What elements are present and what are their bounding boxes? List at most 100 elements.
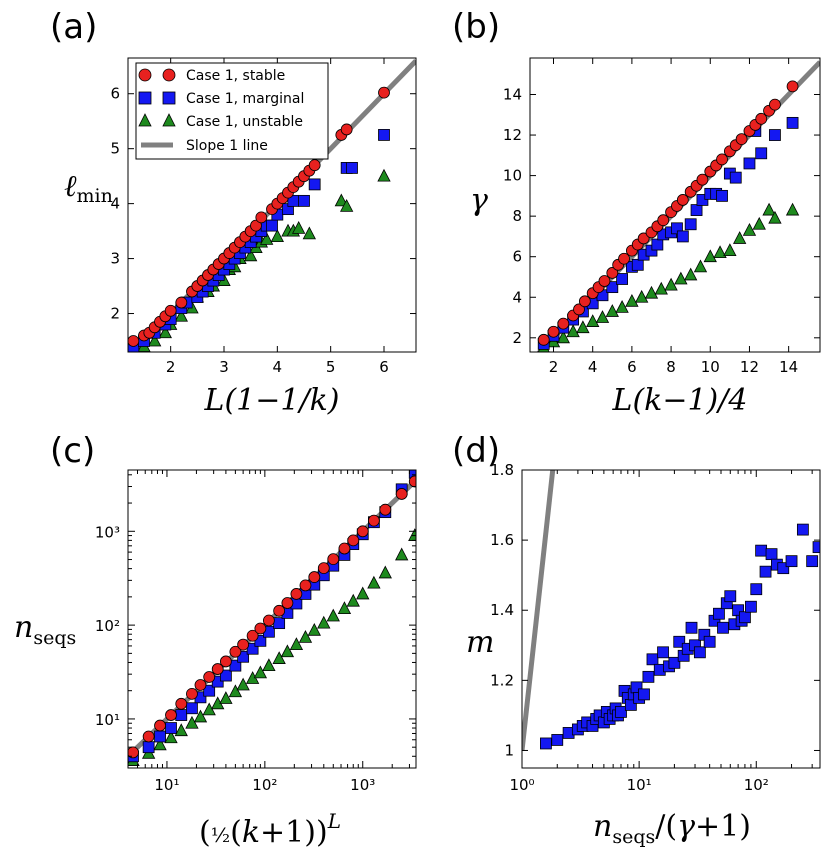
point-marginal — [755, 147, 768, 160]
point-unstable — [337, 601, 352, 614]
point-unstable — [615, 300, 629, 313]
y-tick-label: 1.4 — [490, 601, 514, 619]
point-stable — [308, 159, 321, 172]
point-unstable — [307, 622, 321, 636]
point-marginal — [796, 523, 809, 536]
point-stable — [262, 614, 275, 627]
point-stable — [237, 638, 250, 651]
point-unstable — [367, 575, 381, 589]
point-stable — [142, 730, 155, 743]
point-unstable — [762, 202, 776, 216]
point-stable — [657, 214, 670, 227]
point-stable — [338, 542, 351, 555]
point-marginal — [540, 737, 552, 750]
point-stable — [254, 622, 267, 635]
y-tick-label: 1 — [504, 741, 514, 759]
point-stable — [735, 133, 748, 146]
legend-label-slope: Slope 1 line — [186, 138, 268, 154]
point-marginal — [713, 607, 725, 620]
panel-c-label: (c) — [50, 431, 95, 471]
point-unstable — [174, 723, 188, 737]
point-stable — [255, 211, 268, 224]
point-unstable — [377, 168, 391, 182]
point-marginal — [378, 129, 390, 141]
point-marginal — [142, 741, 155, 754]
plot-area — [128, 59, 416, 352]
point-unstable — [326, 608, 340, 622]
point-marginal — [651, 238, 664, 251]
point-unstable — [260, 231, 274, 245]
panel-b-label: (b) — [452, 7, 500, 47]
point-unstable — [236, 677, 250, 691]
point-marginal — [769, 129, 781, 141]
x-tick-label: 4 — [273, 358, 283, 376]
y-tick-label: 10¹ — [95, 711, 120, 729]
y-tick-label: 4 — [110, 195, 120, 213]
point-marginal — [615, 706, 627, 718]
point-marginal — [806, 555, 819, 568]
point-unstable — [317, 615, 331, 629]
point-stable — [194, 679, 207, 691]
x-tick-label: 10³ — [350, 776, 375, 794]
point-unstable — [158, 325, 172, 339]
y-tick-label: 1.8 — [490, 461, 514, 479]
point-unstable — [185, 715, 199, 729]
point-marginal — [696, 194, 709, 206]
panel-b-ylabel: γ — [470, 183, 488, 218]
point-unstable — [174, 308, 188, 322]
plot-area — [522, 470, 820, 751]
point-marginal — [668, 656, 681, 669]
point-unstable — [272, 651, 286, 664]
panel-a-data-layer — [128, 59, 416, 352]
point-unstable — [270, 229, 284, 242]
x-tick-label: 12 — [740, 358, 759, 376]
y-tick-label: 12 — [503, 126, 522, 144]
point-unstable — [654, 281, 668, 295]
y-tick-label: 3 — [110, 250, 120, 268]
x-tick-label: 6 — [379, 358, 389, 376]
point-stable — [347, 534, 360, 547]
y-tick-label: 1.6 — [490, 531, 514, 549]
point-marginal — [186, 702, 198, 715]
point-unstable — [576, 320, 590, 334]
point-marginal — [175, 709, 188, 721]
point-unstable — [346, 593, 360, 607]
point-unstable — [635, 289, 649, 303]
legend-unstable-marker — [138, 113, 152, 127]
y-tick-label: 10² — [95, 617, 120, 635]
y-tick-label: 1.2 — [490, 671, 514, 689]
point-stable — [786, 80, 799, 93]
panel-d: 1.2 1.4 1.6 1.8 1 10⁰ 10¹ 10² (d) m nseqs/(γ+1) — [452, 431, 821, 848]
point-stable — [378, 86, 390, 99]
panel-b-xlabel: L(k−1)/4 — [612, 383, 748, 418]
x-tick-label: 10² — [744, 776, 769, 794]
panel-b-ticks: 2 4 6 8 10 12 14 2 4 6 8 10 12 14 — [503, 58, 820, 376]
point-stable — [154, 719, 166, 732]
point-marginal — [298, 194, 310, 207]
point-marginal — [717, 621, 729, 634]
point-unstable — [693, 259, 708, 273]
panel-a: 2 3 4 5 6 2 3 4 5 6 (a) ℓmin L(1−1/k) Case 1, sta… — [50, 7, 417, 418]
point-unstable — [644, 285, 659, 299]
y-tick-label: 10³ — [95, 523, 120, 541]
point-unstable — [292, 220, 306, 234]
point-marginal — [346, 162, 358, 174]
y-tick-label: 2 — [110, 305, 120, 323]
point-stable — [327, 553, 340, 566]
panel-c: 10¹ 10² 10³ 10¹ 10² 10³ (c) nseqs (½(k+1))L — [14, 431, 417, 850]
point-marginal — [693, 646, 706, 659]
point-stable — [164, 304, 177, 317]
x-tick-label: 8 — [666, 358, 676, 376]
x-tick-label: 10⁰ — [509, 776, 534, 794]
point-unstable — [768, 210, 782, 224]
panel-b: 2 4 6 8 10 12 14 2 4 6 8 10 12 14 (b) γ L(k−1)/4 — [452, 7, 821, 418]
point-stable — [395, 488, 408, 500]
x-tick-label: 6 — [627, 358, 637, 376]
point-marginal — [165, 722, 177, 734]
point-marginal — [777, 562, 790, 575]
panel-c-xlabel: (½(k+1))L — [199, 809, 341, 850]
x-tick-label: 10¹ — [627, 776, 652, 794]
point-unstable — [586, 314, 600, 327]
panel-a-xlabel: L(1−1/k) — [204, 383, 340, 418]
point-marginal — [785, 555, 798, 568]
